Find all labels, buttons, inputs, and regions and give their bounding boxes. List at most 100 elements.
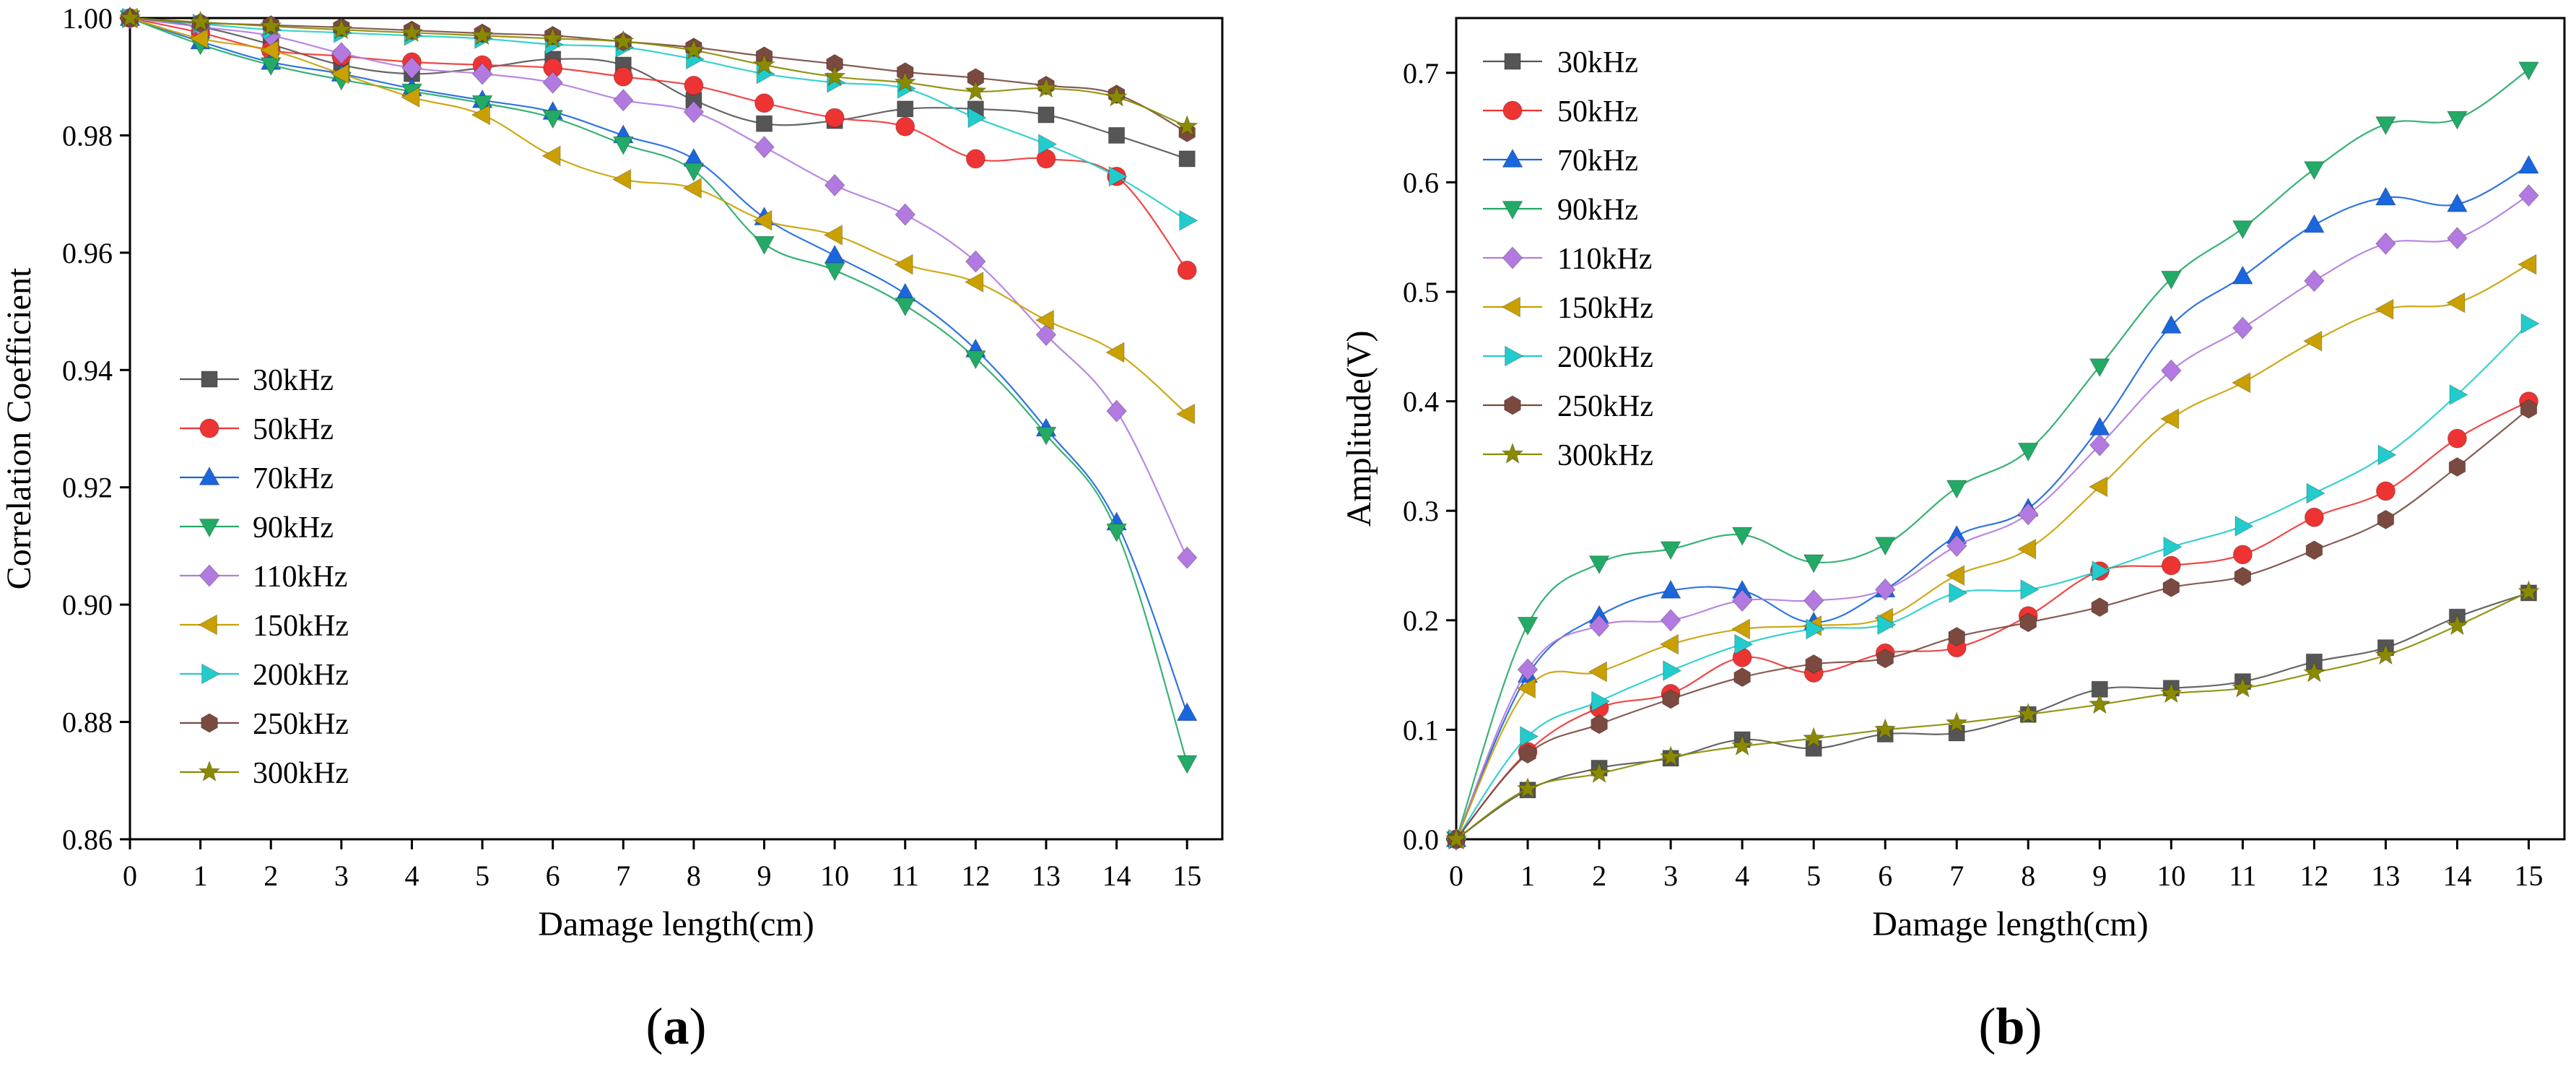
series-line <box>1455 323 2530 840</box>
series-line <box>129 17 1188 415</box>
data-point <box>2159 408 2180 430</box>
x-tick-label: 10 <box>820 859 849 892</box>
legend-marker <box>1501 442 1524 464</box>
chart-panel-b: 0 1 2 3 4 5 6 7 8 9 10 11 12 13 14 150.00.10.20.30.40.5… <box>1340 17 2566 1055</box>
x-tick-label: 11 <box>2229 859 2257 892</box>
series-200kHz <box>122 7 1198 231</box>
series-250kHz <box>121 8 1196 142</box>
data-point <box>2305 540 2323 560</box>
data-point <box>823 64 846 87</box>
data-point <box>2375 298 2394 320</box>
data-point <box>2377 509 2395 529</box>
data-point <box>1731 527 1753 546</box>
data-point <box>259 40 279 61</box>
x-tick-label: 6 <box>546 859 560 892</box>
y-tick-label: 0.88 <box>62 706 113 739</box>
data-point <box>1731 734 1754 756</box>
data-point <box>1035 426 1057 446</box>
legend-label: 300kHz <box>253 757 349 790</box>
data-point <box>2447 227 2468 250</box>
legend-marker <box>1502 246 1523 269</box>
data-point <box>2016 702 2040 724</box>
data-point <box>1591 714 1608 735</box>
data-point <box>1805 654 1822 675</box>
data-point <box>2375 116 2396 136</box>
data-point <box>2520 399 2538 419</box>
data-point <box>2518 254 2537 275</box>
legend-marker <box>1504 395 1521 415</box>
data-point <box>1108 126 1126 144</box>
legend-label: 110kHz <box>253 560 347 594</box>
x-tick-label: 12 <box>2299 859 2328 892</box>
panel-label-close: ) <box>2025 997 2042 1055</box>
data-point <box>330 17 353 40</box>
data-point <box>1520 725 1539 747</box>
data-point <box>612 136 634 155</box>
data-point <box>2019 612 2037 633</box>
x-tick-label: 15 <box>1172 859 1201 892</box>
series-30kHz <box>1448 584 2538 848</box>
data-point <box>894 70 917 92</box>
data-point <box>2375 186 2396 206</box>
x-tick-label: 7 <box>616 859 630 892</box>
data-point <box>2235 515 2254 537</box>
data-point <box>2160 314 2182 334</box>
data-point <box>965 250 986 273</box>
data-point <box>2449 384 2468 406</box>
x-tick-label: 6 <box>1878 859 1892 892</box>
legend-label: 70kHz <box>1557 144 1638 178</box>
legend-label: 200kHz <box>253 659 349 692</box>
x-tick-label: 7 <box>1949 859 1964 892</box>
data-point <box>541 145 561 167</box>
y-axis-title: Amplitude(V) <box>1340 331 1378 527</box>
series-300kHz <box>1445 579 2541 849</box>
data-point <box>824 244 845 264</box>
data-point <box>1035 323 1057 347</box>
legend-marker <box>199 418 219 438</box>
data-point <box>754 235 775 256</box>
data-point <box>1176 702 1198 722</box>
x-tick-label: 2 <box>264 859 278 892</box>
x-tick-label: 4 <box>404 859 419 892</box>
data-point <box>1877 614 1897 636</box>
y-tick-label: 0.5 <box>1403 276 1439 308</box>
legend-marker <box>1504 53 1521 70</box>
legend-label: 90kHz <box>253 511 334 545</box>
series-line <box>1455 592 2529 840</box>
data-point <box>824 262 845 282</box>
legend-label: 30kHz <box>1557 46 1638 79</box>
data-point <box>1946 480 1967 499</box>
data-point <box>1105 85 1128 107</box>
x-tick-label: 2 <box>1592 859 1606 892</box>
legend-label: 150kHz <box>1557 292 1653 325</box>
data-point <box>1663 660 1682 682</box>
data-point <box>2231 676 2254 698</box>
x-tick-label: 10 <box>2157 859 2185 892</box>
data-point <box>401 56 422 79</box>
data-point <box>1733 667 1751 688</box>
x-tick-label: 12 <box>961 859 990 892</box>
data-point <box>754 93 775 113</box>
data-point <box>2161 555 2181 576</box>
data-point <box>1806 618 1825 640</box>
data-point <box>2518 61 2539 81</box>
data-point <box>1176 755 1198 774</box>
y-tick-label: 0.86 <box>62 823 113 856</box>
data-point <box>2517 579 2541 602</box>
data-point <box>2163 536 2183 558</box>
data-point <box>1035 77 1058 98</box>
y-tick-label: 0.6 <box>1403 166 1439 199</box>
data-point <box>1876 649 1894 669</box>
series-300kHz <box>118 6 1198 137</box>
data-point <box>1177 260 1197 280</box>
x-tick-label: 1 <box>193 859 208 892</box>
data-point <box>1734 633 1754 655</box>
legend-label: 250kHz <box>253 708 349 741</box>
data-point <box>189 27 209 49</box>
x-tick-label: 15 <box>2514 859 2543 892</box>
panel-label-letter: a <box>663 997 689 1055</box>
x-tick-label: 3 <box>1663 859 1678 892</box>
legend-marker <box>199 519 220 538</box>
x-tick-label: 5 <box>1806 859 1821 892</box>
